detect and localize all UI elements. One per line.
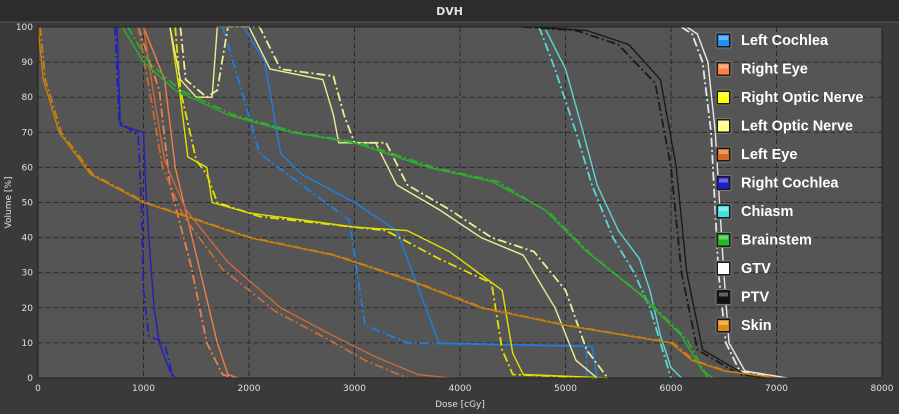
legend-label: PTV xyxy=(741,290,770,306)
legend-swatch xyxy=(718,263,729,274)
plot-frame xyxy=(37,26,883,379)
legend-swatch-highlight xyxy=(719,264,728,268)
y-tick-label: 70 xyxy=(22,128,34,138)
legend-swatch-highlight xyxy=(719,150,728,154)
legend-label: Right Eye xyxy=(741,62,808,78)
legend-item-right-optic-nerve[interactable]: Right Optic Nerve xyxy=(715,89,863,106)
x-tick-label: 5000 xyxy=(554,384,577,394)
x-tick-label: 2000 xyxy=(238,384,261,394)
legend-item-ptv[interactable]: PTV xyxy=(715,289,770,306)
title-bar-bg xyxy=(0,0,899,22)
legend-item-gtv[interactable]: GTV xyxy=(715,260,771,277)
series-line-left-eye-dashdot xyxy=(137,26,408,379)
series-line-left-cochlea-dashdot xyxy=(221,26,588,378)
x-tick-label: 6000 xyxy=(660,384,683,394)
legend-label: GTV xyxy=(741,261,771,277)
legend-item-skin[interactable]: Skin xyxy=(715,317,772,334)
legend-item-brainstem[interactable]: Brainstem xyxy=(715,232,812,249)
legend-swatch xyxy=(718,35,729,46)
y-tick-label: 40 xyxy=(22,234,34,244)
chart-title: DVH xyxy=(436,5,463,18)
y-tick-label: 60 xyxy=(22,163,34,173)
legend-swatch-highlight xyxy=(719,121,728,126)
legend-swatch xyxy=(718,291,729,303)
legend-swatch xyxy=(718,206,729,217)
legend-swatch xyxy=(718,320,729,331)
legend-label: Left Eye xyxy=(741,147,797,163)
legend-swatch-highlight xyxy=(719,36,728,40)
series-line-right-cochlea-dashdot xyxy=(114,26,174,379)
legend-swatch-highlight xyxy=(719,207,728,211)
legend-item-right-cochlea[interactable]: Right Cochlea xyxy=(715,175,839,192)
y-tick-label: 20 xyxy=(22,304,34,314)
series-line-gtv-dashdot xyxy=(681,26,777,379)
y-axis-label: Volume [%] xyxy=(4,177,14,229)
legend-item-left-optic-nerve[interactable]: Left Optic Nerve xyxy=(715,118,853,135)
series-line-gtv xyxy=(686,26,788,379)
legend-swatch xyxy=(718,149,729,160)
legend-swatch xyxy=(718,177,729,189)
y-tick-label: 30 xyxy=(22,269,34,279)
legend: Left Cochlea Right Eye Right Optic Nerve Le… xyxy=(715,32,863,334)
y-tick-label: 100 xyxy=(16,23,33,33)
series-line-chiasm xyxy=(543,26,682,379)
x-tick-label: 7000 xyxy=(765,384,788,394)
y-tick-label: 90 xyxy=(22,58,34,68)
series-line-brainstem-dashdot xyxy=(126,26,709,379)
legend-label: Brainstem xyxy=(741,233,812,249)
x-tick-label: 8000 xyxy=(871,384,894,394)
legend-label: Left Optic Nerve xyxy=(741,119,853,135)
chart-title-bar xyxy=(0,0,899,23)
series-line-chiasm-dashdot xyxy=(538,26,672,379)
legend-swatch-highlight xyxy=(719,321,728,325)
legend-item-left-eye[interactable]: Left Eye xyxy=(715,146,797,163)
axes: 0 1000 2000 3000 4000 5000 6000 7000 8000 0 10 20 30… xyxy=(16,23,894,394)
legend-label: Skin xyxy=(741,318,772,334)
legend-label: Right Cochlea xyxy=(741,176,839,192)
series-line-right-eye xyxy=(142,26,239,379)
legend-swatch xyxy=(718,120,729,132)
legend-swatch-highlight xyxy=(719,178,728,183)
y-tick-label: 80 xyxy=(22,93,34,103)
legend-label: Right Optic Nerve xyxy=(741,90,863,106)
y-tick-label: 50 xyxy=(22,199,34,209)
x-tick-label: 4000 xyxy=(449,384,472,394)
dvh-curves xyxy=(37,26,788,379)
x-tick-label: 1000 xyxy=(132,384,155,394)
series-line-brainstem xyxy=(121,26,714,379)
series-line-ptv xyxy=(533,26,777,379)
series-line-right-eye-dashdot xyxy=(137,26,234,379)
series-line-right-optic-nerve-dashdot xyxy=(174,26,598,379)
series-line-left-optic-nerve-dashdot xyxy=(179,26,609,379)
legend-item-left-cochlea[interactable]: Left Cochlea xyxy=(715,32,829,49)
y-tick-label: 10 xyxy=(22,339,34,349)
legend-item-chiasm[interactable]: Chiasm xyxy=(715,203,793,220)
legend-label: Left Cochlea xyxy=(741,33,829,49)
legend-swatch-highlight xyxy=(719,64,728,69)
y-tick-label: 0 xyxy=(27,374,33,384)
x-tick-label: 0 xyxy=(35,384,41,394)
legend-label: Chiasm xyxy=(741,204,793,220)
x-axis-label: Dose [cGy] xyxy=(435,400,485,410)
x-tick-label: 3000 xyxy=(343,384,366,394)
series-line-left-eye xyxy=(142,26,450,379)
legend-swatch-highlight xyxy=(719,235,728,240)
legend-swatch xyxy=(718,63,729,75)
legend-swatch xyxy=(718,92,729,103)
legend-item-right-eye[interactable]: Right Eye xyxy=(715,61,808,78)
legend-swatch xyxy=(718,234,729,246)
legend-swatch-highlight xyxy=(719,292,728,297)
legend-swatch-highlight xyxy=(719,93,728,97)
series-line-left-optic-nerve xyxy=(169,26,598,379)
